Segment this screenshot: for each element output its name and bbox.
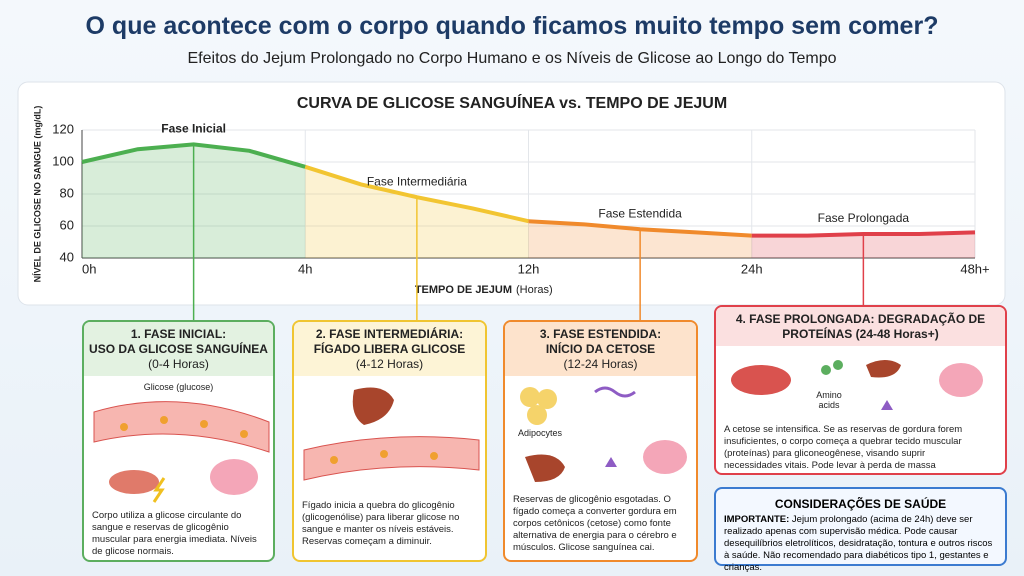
card: 4. FASE PROLONGADA: DEGRADAÇÃO DE PROTEÍ… bbox=[714, 305, 1007, 475]
card-header: 4. FASE PROLONGADA: DEGRADAÇÃO DE PROTEÍ… bbox=[716, 307, 1005, 346]
card-title: 2. FASE INTERMEDIÁRIA: FÍGADO LIBERA GLI… bbox=[313, 327, 466, 356]
x-axis-label: TEMPO DE JEJUM bbox=[415, 284, 512, 296]
y-tick-label: 80 bbox=[60, 185, 74, 200]
card-header: 3. FASE ESTENDIDA: INÍCIO DA CETOSE (12-2… bbox=[505, 322, 696, 376]
chart-title: CURVA DE GLICOSE SANGUÍNEA vs. TEMPO DE … bbox=[297, 93, 727, 112]
note-lead: IMPORTANTE: bbox=[724, 514, 790, 525]
note-box: CONSIDERAÇÕES DE SAÚDE IMPORTANTE: Jejum… bbox=[714, 487, 1007, 573]
card-text: Reservas de glicogênio esgotadas. O fíga… bbox=[513, 494, 677, 553]
x-tick-label: 48h+ bbox=[960, 261, 989, 276]
card: 3. FASE ESTENDIDA: INÍCIO DA CETOSE (12-2… bbox=[503, 320, 698, 562]
x-tick-label: 4h bbox=[298, 261, 312, 276]
illustration bbox=[520, 386, 687, 482]
legend-label: Fase Estendida bbox=[598, 206, 682, 220]
x-axis-unit: (Horas) bbox=[516, 284, 553, 296]
figure-label: Glicose (glucose) bbox=[143, 382, 214, 392]
figure-label: Adipocytes bbox=[517, 428, 563, 438]
y-tick-label: 60 bbox=[60, 217, 74, 232]
card-range: (24-48 Horas+) bbox=[855, 327, 939, 341]
legend-label: Fase Intermediária bbox=[367, 174, 467, 188]
card: 1. FASE INICIAL: USO DA GLICOSE SANGUÍNE… bbox=[82, 320, 275, 562]
note-text: Jejum prolongado (acima de 24h) deve ser… bbox=[724, 514, 993, 573]
illustration bbox=[93, 401, 270, 503]
card-header: 1. FASE INICIAL: USO DA GLICOSE SANGUÍNE… bbox=[84, 322, 273, 376]
card-title: 4. FASE PROLONGADA: DEGRADAÇÃO DE PROTEÍ… bbox=[735, 312, 986, 341]
card-range: (0-4 Horas) bbox=[148, 357, 209, 371]
figure-label: Amino acids bbox=[816, 390, 842, 410]
legend-label: Fase Inicial bbox=[161, 122, 226, 136]
y-axis-label: NÍVEL DE GLICOSE NO SANGUE (mg/dL) bbox=[32, 106, 42, 283]
card-text: Corpo utiliza a glicose circulante do sa… bbox=[92, 510, 257, 557]
card-range: (12-24 Horas) bbox=[563, 357, 638, 371]
subtitle: Efeitos do Jejum Prolongado no Corpo Hum… bbox=[187, 50, 837, 67]
note-body: IMPORTANTE: Jejum prolongado (acima de 2… bbox=[724, 514, 997, 574]
card-range: (4-12 Horas) bbox=[355, 357, 424, 371]
card: 2. FASE INTERMEDIÁRIA: FÍGADO LIBERA GLI… bbox=[292, 320, 487, 562]
card-header: 2. FASE INTERMEDIÁRIA: FÍGADO LIBERA GLI… bbox=[294, 322, 485, 376]
illustration bbox=[731, 360, 983, 410]
y-tick-label: 40 bbox=[60, 249, 74, 264]
illustration bbox=[303, 387, 480, 481]
x-tick-label: 12h bbox=[518, 261, 540, 276]
card-text: A cetose se intensifica. Se as reservas … bbox=[724, 424, 963, 473]
legend-label: Fase Prolongada bbox=[818, 211, 910, 225]
title: O que acontece com o corpo quando ficamo… bbox=[85, 12, 939, 40]
card-text: Fígado inicia a quebra do glicogênio (gl… bbox=[302, 500, 460, 547]
x-tick-label: 24h bbox=[741, 261, 763, 276]
x-tick-label: 0h bbox=[82, 261, 96, 276]
card-title: 1. FASE INICIAL: USO DA GLICOSE SANGUÍNE… bbox=[89, 327, 268, 356]
note-title: CONSIDERAÇÕES DE SAÚDE bbox=[774, 497, 947, 511]
card-title: 3. FASE ESTENDIDA: INÍCIO DA CETOSE bbox=[539, 327, 662, 356]
y-tick-label: 100 bbox=[52, 153, 74, 168]
y-tick-label: 120 bbox=[52, 121, 74, 136]
